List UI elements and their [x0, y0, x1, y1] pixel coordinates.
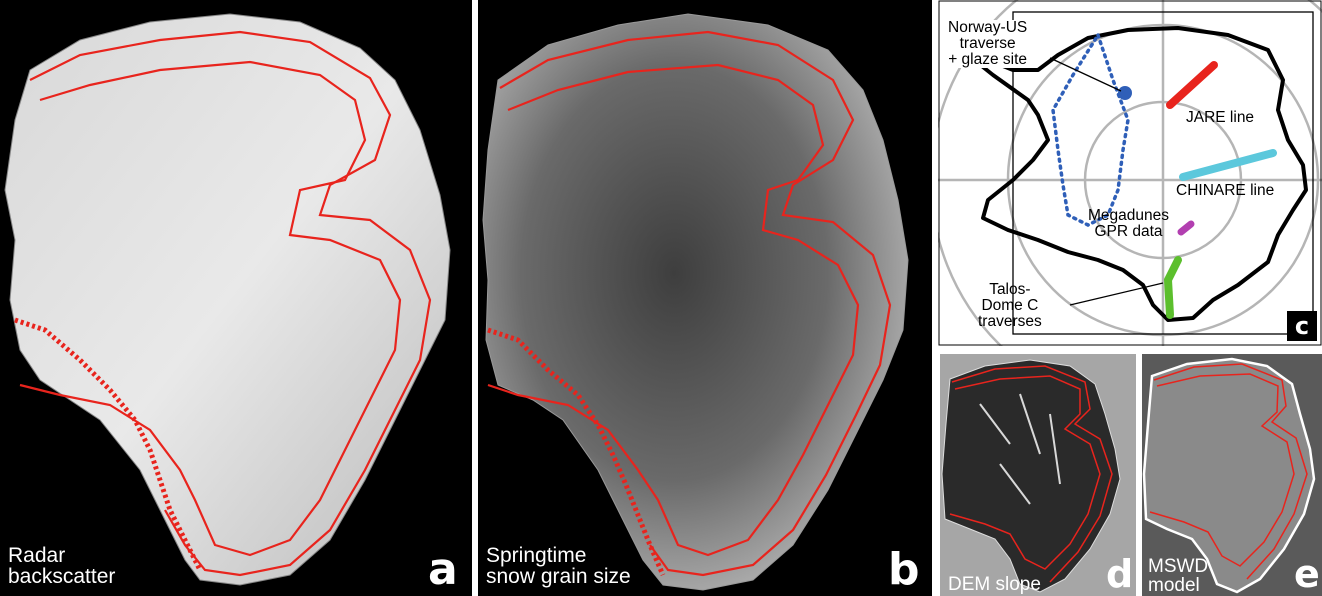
- panel-b-caption-line2: snow grain size: [486, 565, 631, 588]
- ice-divide-inner: [1149, 373, 1295, 567]
- norway-us-traverse: [1051, 33, 1130, 227]
- panel-e-caption: MSWD model: [1148, 557, 1208, 595]
- label-norway-us: Norway-US traverse + glaze site: [948, 19, 1028, 68]
- panel-b-caption: Springtime snow grain size: [486, 545, 631, 587]
- panel-d-letter: d: [1106, 552, 1134, 596]
- panel-a-radar-backscatter: Radar backscatter a: [0, 0, 472, 596]
- panel-b-caption-line1: Springtime: [486, 544, 587, 567]
- label-chinare: CHINARE line: [1176, 182, 1275, 199]
- glaze-site-marker: [1118, 86, 1132, 100]
- talos-dome-c-traverse: [1163, 256, 1182, 319]
- jare-line: [1166, 61, 1218, 109]
- panel-d-caption: DEM slope: [948, 574, 1041, 595]
- antarctica-outline: [956, 26, 1308, 322]
- antarctica-shape: [941, 359, 1121, 593]
- panel-b-snow-grain-size: Springtime snow grain size b: [478, 0, 932, 596]
- label-norway-us-line3: + glaze site: [948, 51, 1028, 68]
- ice-divide-inner: [19, 60, 402, 557]
- panel-c-letter: c: [1287, 311, 1317, 341]
- ice-divide-outer: [29, 30, 432, 577]
- panel-e-letter: e: [1294, 552, 1320, 596]
- label-talos-line3: traverses: [978, 313, 1042, 330]
- label-megadunes: Megadunes GPR data: [1088, 208, 1169, 240]
- slope-highlights: [979, 393, 1061, 505]
- label-talos-line1: Talos-: [989, 281, 1031, 298]
- panel-d-dem-slope: DEM slope d: [940, 354, 1136, 596]
- talos-leader: [1069, 282, 1164, 306]
- panel-b-map: [482, 13, 909, 591]
- norway-us-leader: [1049, 57, 1122, 92]
- label-megadunes-line2: GPR data: [1094, 223, 1163, 240]
- panel-b-letter: b: [888, 544, 920, 595]
- panel-c-frame: [938, 0, 1322, 346]
- panel-e-mswd-model: MSWD model e: [1142, 354, 1322, 596]
- label-norway-us-line2: traverse: [959, 35, 1016, 52]
- panel-e-caption-line2: model: [1148, 575, 1200, 596]
- ice-divide-outer: [951, 365, 1113, 583]
- panel-a-caption-line2: backscatter: [8, 565, 116, 588]
- label-jare: JARE line: [1186, 109, 1255, 126]
- panel-a-caption-line1: Radar: [8, 544, 66, 567]
- label-megadunes-line1: Megadunes: [1088, 207, 1170, 224]
- panel-a-letter: a: [428, 544, 458, 595]
- panel-c-map: [938, 0, 1322, 346]
- panel-e-map: [1142, 357, 1316, 594]
- label-talos: Talos- Dome C traverses: [978, 282, 1042, 330]
- coast-red-dots: [14, 317, 203, 572]
- panel-e-caption-line1: MSWD: [1148, 556, 1209, 577]
- antarctica-shape: [482, 13, 909, 591]
- chinare-line: [1179, 149, 1277, 181]
- inset-frame: [1012, 11, 1314, 335]
- ice-divide-outer: [499, 30, 892, 577]
- megadunes-gpr: [1177, 220, 1195, 236]
- antarctica-shape: [4, 13, 451, 586]
- panel-d-map: [941, 359, 1121, 593]
- ice-divide-outer: [1153, 363, 1308, 580]
- ice-divide-inner: [487, 63, 860, 557]
- ice-divide-inner: [949, 375, 1101, 570]
- label-norway-us-line1: Norway-US: [948, 19, 1028, 36]
- panel-a-map: [4, 13, 451, 586]
- label-talos-line2: Dome C: [981, 297, 1039, 314]
- polar-grid: [938, 0, 1322, 346]
- panel-a-caption: Radar backscatter: [8, 545, 115, 587]
- panel-c-traverse-map: Norway-US traverse + glaze site JARE lin…: [938, 0, 1322, 346]
